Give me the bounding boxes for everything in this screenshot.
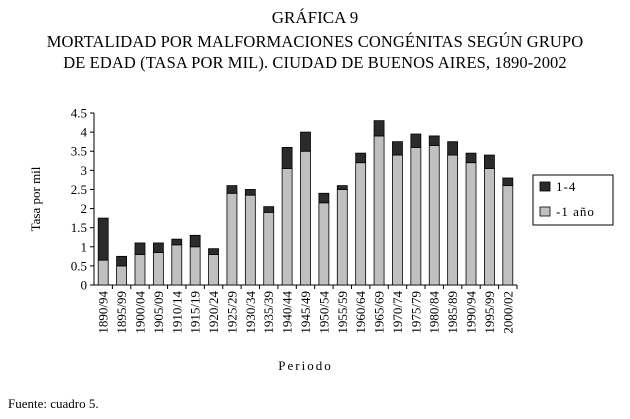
x-tick-label: 1910/14 (169, 291, 184, 334)
x-tick-label: 1915/19 (188, 291, 203, 334)
bar-segment-1-4 (189, 234, 201, 248)
x-tick-label: 1995/99 (482, 291, 497, 334)
bar-segment-1-4 (428, 135, 440, 146)
bar-segment-1-4 (281, 146, 293, 169)
x-tick-label: 1890/94 (96, 291, 111, 334)
y-tick-label: 1.5 (71, 220, 87, 235)
source-note: Fuente: cuadro 5. (8, 396, 99, 411)
bar-segment-1-4 (97, 217, 109, 261)
y-tick-label: 1 (81, 239, 88, 254)
x-tick-label: 1945/49 (298, 291, 313, 334)
bar-segment-1-4 (355, 152, 367, 164)
x-tick-label: 1990/94 (464, 291, 479, 334)
bar-segment-1-4 (226, 185, 238, 194)
y-tick-label: 2 (81, 201, 88, 216)
x-tick-label: 2000/02 (500, 291, 515, 334)
legend-label: 1-4 (556, 179, 576, 194)
bar-segment-1-4 (484, 154, 495, 169)
chart-label: GRÁFICA 9 (271, 8, 359, 27)
bar-segment-1-4 (410, 133, 422, 148)
bar-segment-under-1 (373, 135, 385, 286)
bar-segment-under-1 (392, 154, 403, 286)
x-tick-label: 1985/89 (445, 291, 460, 334)
chart-title-line-2: DE EDAD (TASA POR MIL). CIUDAD DE BUENOS… (63, 53, 567, 72)
x-tick-label: 1950/54 (316, 291, 331, 334)
x-tick-label: 1955/59 (335, 291, 350, 334)
y-tick-label: 3.5 (71, 144, 87, 159)
bar-segment-under-1 (465, 162, 477, 286)
bar-segment-under-1 (97, 259, 109, 286)
bar-segment-under-1 (116, 265, 127, 286)
x-tick-label: 1895/99 (114, 291, 129, 334)
bar-segment-under-1 (189, 246, 201, 286)
bar-segment-1-4 (373, 120, 385, 137)
bar-segment-under-1 (171, 244, 183, 286)
bar-segment-under-1 (300, 150, 311, 286)
x-tick-label: 1975/79 (408, 291, 423, 334)
bar-segment-under-1 (355, 162, 367, 286)
bar-segment-under-1 (226, 192, 238, 286)
bar-segment-1-4 (208, 248, 219, 255)
bar-segment-under-1 (336, 189, 348, 286)
bar-segment-under-1 (484, 168, 495, 286)
y-tick-label: 4 (81, 125, 88, 140)
x-tick-label: 1900/04 (132, 291, 147, 334)
x-tick-label: 1930/34 (243, 291, 258, 334)
y-tick-label: 2.5 (71, 182, 87, 197)
bar-segment-1-4 (300, 131, 311, 152)
y-tick-label: 0.5 (71, 258, 87, 273)
bar-segment-1-4 (116, 255, 127, 267)
legend-swatch (539, 181, 551, 192)
bar-segment-under-1 (318, 202, 330, 286)
x-tick-label: 1935/39 (261, 291, 276, 334)
bar-segment-1-4 (171, 238, 183, 246)
bar-segment-1-4 (465, 152, 477, 164)
bar-segment-1-4 (502, 177, 514, 187)
legend-swatch (539, 206, 551, 217)
bar-segment-under-1 (410, 146, 422, 286)
y-axis-title: Tasa por mil (28, 166, 43, 231)
bar-segment-1-4 (263, 206, 275, 213)
bar-segment-1-4 (392, 141, 403, 156)
bar-segment-1-4 (447, 141, 459, 156)
x-tick-label: 1970/74 (390, 291, 405, 334)
chart-title-line-1: MORTALIDAD POR MALFORMACIONES CONGÉNITAS… (46, 32, 584, 51)
bar-segment-under-1 (152, 252, 164, 286)
bar-segment-under-1 (281, 168, 293, 286)
x-tick-label: 1920/24 (206, 291, 221, 334)
x-tick-label: 1940/44 (280, 291, 295, 334)
x-tick-label: 1965/69 (372, 291, 387, 334)
x-tick-label: 1925/29 (224, 291, 239, 334)
y-tick-label: 0 (81, 278, 88, 293)
bar-segment-under-1 (244, 194, 256, 286)
y-tick-label: 4.5 (71, 106, 87, 121)
x-axis-title: Periodo (278, 358, 332, 373)
x-tick-label: 1905/09 (151, 291, 166, 334)
x-tick-label: 1980/84 (427, 291, 442, 334)
bar-segment-1-4 (134, 242, 146, 255)
bar-segment-1-4 (336, 185, 348, 190)
bar-segment-under-1 (502, 185, 514, 286)
bar-segment-1-4 (318, 192, 330, 204)
y-tick-label: 3 (81, 163, 88, 178)
bar-segment-1-4 (152, 242, 164, 253)
legend-label: -1 año (556, 204, 595, 219)
bar-segment-1-4 (244, 189, 256, 196)
x-tick-label: 1960/64 (353, 291, 368, 334)
bar-segment-under-1 (428, 145, 440, 286)
bar-segment-under-1 (208, 254, 219, 286)
bar-segment-under-1 (447, 154, 459, 286)
bar-segment-under-1 (263, 211, 275, 286)
bar-segment-under-1 (134, 254, 146, 286)
